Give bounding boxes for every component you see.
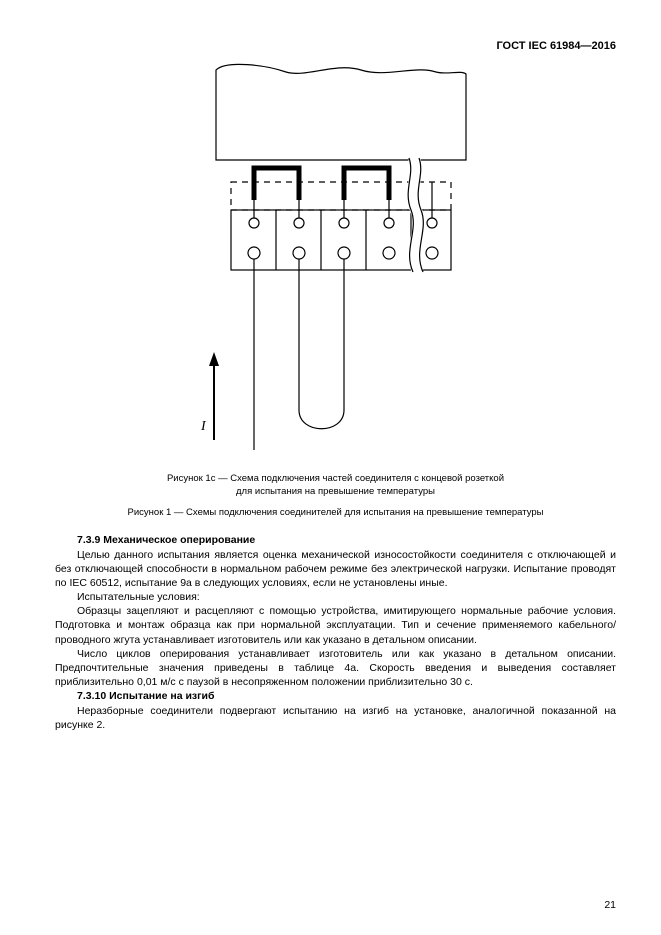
current-label: I: [200, 419, 207, 434]
figure-1c-svg: I: [136, 60, 536, 460]
figure-1-caption: Рисунок 1 — Схемы подключения соединител…: [55, 507, 616, 520]
figure-1c-caption-line2: для испытания на превышение температуры: [236, 486, 435, 497]
section-739-title: Механическое оперирование: [103, 534, 255, 546]
body-text: 7.3.9 Механическое оперирование Целью да…: [55, 533, 616, 731]
figure-1c-caption-line1: Рисунок 1c — Схема подключения частей со…: [167, 473, 504, 484]
p-7310-1: Неразборные соединители подвергают испыт…: [55, 704, 616, 732]
page-number: 21: [604, 899, 616, 911]
section-7310-heading: 7.3.10 Испытание на изгиб: [55, 689, 616, 703]
page: ГОСТ IEC 61984—2016: [0, 0, 661, 935]
arrow-head: [209, 352, 219, 366]
cable-outline: [216, 64, 466, 160]
p-739-2: Испытательные условия:: [55, 590, 616, 604]
break-gap-bg: [413, 158, 418, 272]
section-739-heading: 7.3.9 Механическое оперирование: [55, 533, 616, 547]
section-739-num: 7.3.9: [77, 534, 100, 546]
u-loop: [299, 259, 344, 429]
p-739-3: Образцы зацепляют и расцепляют с помощью…: [55, 604, 616, 647]
bridge-1-2: [254, 168, 299, 200]
doc-code: ГОСТ IEC 61984—2016: [55, 40, 616, 52]
section-7310-title: Испытание на изгиб: [109, 690, 214, 702]
bridge-3-4: [344, 168, 389, 200]
figure-1c-caption: Рисунок 1c — Схема подключения частей со…: [55, 473, 616, 499]
section-7310-num: 7.3.10: [77, 690, 106, 702]
figure-1c: I: [55, 60, 616, 465]
p-739-4: Число циклов оперирования устанавливает …: [55, 647, 616, 690]
p-739-1: Целью данного испытания является оценка …: [55, 548, 616, 591]
